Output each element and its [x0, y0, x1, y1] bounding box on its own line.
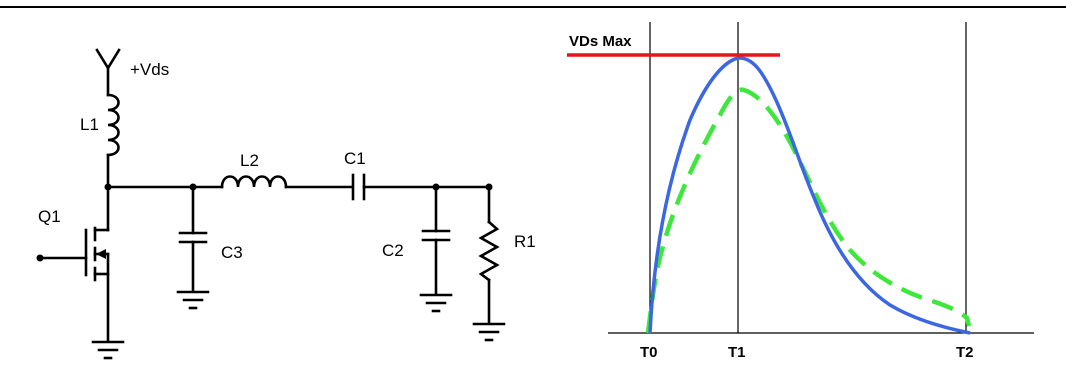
transistor-label: Q1 [38, 207, 61, 226]
inductor-l1-label: L1 [80, 115, 99, 134]
dashed-waveform-curve [645, 87, 972, 334]
capacitor-c2-label: C2 [382, 241, 404, 260]
capacitor-c3: C3 [178, 185, 243, 292]
time-marker-t2: T2 [956, 344, 974, 361]
ground-q1 [91, 340, 125, 360]
inductor-l1: L1 [80, 93, 120, 189]
capacitor-c1-label: C1 [344, 149, 366, 168]
capacitor-c3-label: C3 [221, 243, 243, 262]
resistor-r1-label: R1 [514, 232, 536, 251]
capacitor-c2: C2 [382, 185, 451, 295]
gate-terminal-dot [36, 254, 44, 262]
resistor-r1: R1 [478, 185, 536, 324]
capacitor-c1: C1 [344, 149, 491, 201]
solid-waveform-curve [648, 56, 971, 335]
time-marker-t1: T1 [728, 344, 746, 361]
ground-r1 [472, 322, 506, 342]
supply-terminal: +Vds [95, 48, 169, 97]
circuit-schematic: +Vds L1 L2 C1 [36, 48, 536, 360]
inductor-l2-label: L2 [240, 151, 259, 170]
transistor-q1: Q1 [36, 185, 110, 342]
ground-c3 [176, 290, 210, 310]
supply-label: +Vds [130, 60, 169, 79]
transistor-arrow [96, 249, 106, 259]
inductor-l2: L2 [220, 151, 354, 189]
waveform-plot: T0 T1 T2 VDs Max [567, 22, 1034, 361]
time-marker-t0: T0 [640, 344, 658, 361]
vds-max-label: VDs Max [569, 33, 632, 50]
ground-c2 [419, 293, 453, 313]
